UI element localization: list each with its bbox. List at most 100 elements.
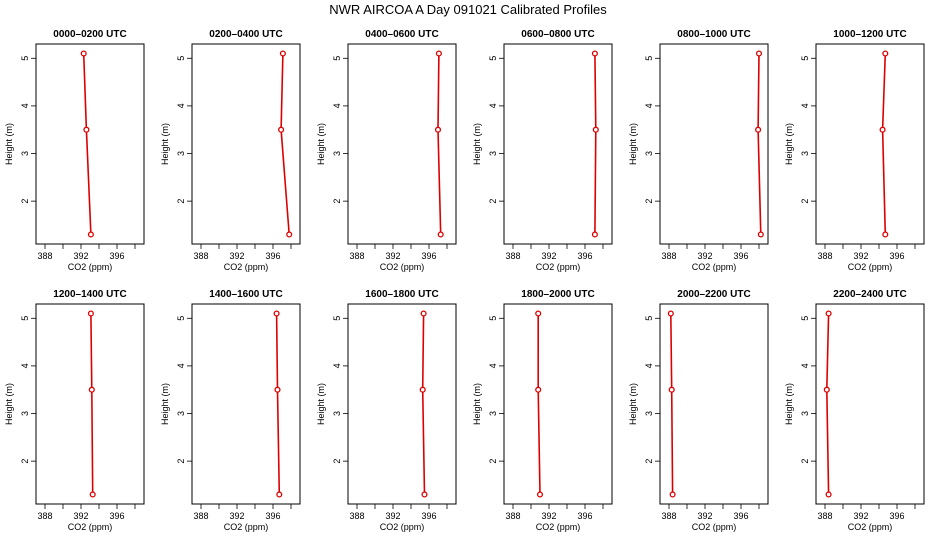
plot-frame bbox=[659, 43, 769, 245]
y-tick-label: 4 bbox=[644, 103, 654, 108]
x-tick-label: 396 bbox=[109, 251, 124, 261]
data-point bbox=[757, 231, 764, 238]
profile-panel: 2200–2400 UTC 388 392 396 2 3 4 5 CO2 (ppm) Heigh… bbox=[784, 289, 925, 532]
y-tick-label: 2 bbox=[20, 199, 30, 204]
data-point bbox=[276, 491, 283, 498]
profile-panel: 0000–0200 UTC 388 392 396 2 3 4 5 CO2 (ppm) Heigh… bbox=[4, 29, 145, 272]
x-axis-label: CO2 (ppm) bbox=[536, 522, 581, 532]
y-tick-label: 5 bbox=[488, 56, 498, 61]
data-point bbox=[89, 491, 96, 498]
y-axis-label: Height (m) bbox=[316, 123, 326, 165]
x-tick-label: 388 bbox=[349, 511, 364, 521]
x-axis-label: CO2 (ppm) bbox=[68, 262, 113, 272]
data-point bbox=[591, 231, 598, 238]
data-point bbox=[88, 386, 95, 393]
x-axis-label: CO2 (ppm) bbox=[848, 262, 893, 272]
x-tick-label: 388 bbox=[37, 251, 52, 261]
y-tick-label: 2 bbox=[176, 199, 186, 204]
data-point bbox=[279, 50, 286, 57]
x-axis-label: CO2 (ppm) bbox=[224, 262, 269, 272]
panel-title: 0200–0400 UTC bbox=[209, 29, 282, 40]
data-point bbox=[668, 386, 675, 393]
x-tick-label: 396 bbox=[889, 511, 904, 521]
data-point bbox=[825, 491, 832, 498]
y-tick-label: 3 bbox=[800, 151, 810, 156]
data-point bbox=[669, 491, 676, 498]
profile-line bbox=[537, 313, 541, 495]
data-point bbox=[882, 50, 889, 57]
x-tick-label: 396 bbox=[109, 511, 124, 521]
y-tick-label: 4 bbox=[176, 363, 186, 368]
x-axis-label: CO2 (ppm) bbox=[536, 262, 581, 272]
y-axis-label: Height (m) bbox=[4, 123, 14, 165]
profile-panel: 1800–2000 UTC 388 392 396 2 3 4 5 CO2 (ppm) Heigh… bbox=[472, 289, 613, 532]
y-tick-label: 5 bbox=[800, 316, 810, 321]
y-tick-label: 5 bbox=[332, 316, 342, 321]
x-tick-label: 396 bbox=[889, 251, 904, 261]
x-tick-label: 388 bbox=[505, 251, 520, 261]
y-axis-label: Height (m) bbox=[628, 383, 638, 425]
data-point bbox=[882, 231, 889, 238]
x-axis-label: CO2 (ppm) bbox=[380, 262, 425, 272]
y-tick-label: 4 bbox=[800, 103, 810, 108]
plot-frame bbox=[659, 303, 769, 505]
x-tick-label: 392 bbox=[385, 251, 400, 261]
data-point bbox=[286, 231, 293, 238]
data-point bbox=[755, 50, 763, 57]
x-tick-label: 388 bbox=[193, 251, 208, 261]
y-tick-label: 3 bbox=[644, 151, 654, 156]
y-axis-label: Height (m) bbox=[784, 123, 794, 165]
data-point bbox=[667, 310, 674, 317]
y-tick-label: 2 bbox=[644, 199, 654, 204]
data-point bbox=[419, 386, 426, 393]
y-tick-label: 4 bbox=[332, 363, 342, 368]
y-tick-label: 3 bbox=[176, 411, 186, 416]
x-tick-label: 388 bbox=[817, 251, 832, 261]
panel-title: 1800–2000 UTC bbox=[521, 289, 594, 300]
x-axis-label: CO2 (ppm) bbox=[692, 262, 737, 272]
plot-frame bbox=[503, 43, 613, 245]
x-tick-label: 388 bbox=[349, 251, 364, 261]
panel-title: 0000–0200 UTC bbox=[53, 29, 126, 40]
profile-panel: 1400–1600 UTC 388 392 396 2 3 4 5 CO2 (ppm) Heigh… bbox=[160, 289, 301, 532]
x-axis-label: CO2 (ppm) bbox=[692, 522, 737, 532]
y-tick-label: 4 bbox=[332, 103, 342, 108]
data-point bbox=[823, 386, 830, 393]
x-axis-label: CO2 (ppm) bbox=[68, 522, 113, 532]
y-tick-label: 4 bbox=[20, 103, 30, 108]
data-point bbox=[591, 50, 598, 57]
y-tick-label: 5 bbox=[20, 56, 30, 61]
profile-line bbox=[437, 53, 442, 235]
x-tick-label: 388 bbox=[817, 511, 832, 521]
y-tick-label: 5 bbox=[800, 56, 810, 61]
x-tick-label: 392 bbox=[73, 511, 88, 521]
data-point bbox=[437, 231, 444, 238]
y-axis-label: Height (m) bbox=[316, 383, 326, 425]
x-tick-label: 392 bbox=[853, 251, 868, 261]
y-tick-label: 4 bbox=[644, 363, 654, 368]
plot-frame bbox=[503, 303, 613, 505]
data-point bbox=[755, 126, 762, 133]
y-axis-label: Height (m) bbox=[160, 123, 170, 165]
profile-panel: 0600–0800 UTC 388 392 396 2 3 4 5 CO2 (ppm) Heigh… bbox=[472, 29, 613, 272]
y-tick-label: 3 bbox=[332, 411, 342, 416]
y-axis-label: Height (m) bbox=[4, 383, 14, 425]
data-point bbox=[80, 50, 87, 57]
data-point bbox=[435, 50, 442, 57]
data-point bbox=[87, 310, 94, 317]
data-point bbox=[535, 386, 542, 393]
y-tick-label: 4 bbox=[488, 103, 498, 108]
y-tick-label: 4 bbox=[488, 363, 498, 368]
profile-line bbox=[280, 53, 290, 235]
data-point bbox=[536, 491, 544, 498]
y-tick-label: 2 bbox=[332, 459, 342, 464]
x-tick-label: 392 bbox=[73, 251, 88, 261]
data-point bbox=[592, 126, 599, 133]
x-tick-label: 396 bbox=[577, 511, 592, 521]
x-tick-label: 396 bbox=[265, 251, 280, 261]
x-axis-label: CO2 (ppm) bbox=[380, 522, 425, 532]
plot-frame bbox=[347, 43, 457, 245]
profile-line bbox=[275, 313, 281, 495]
x-tick-label: 396 bbox=[421, 251, 436, 261]
